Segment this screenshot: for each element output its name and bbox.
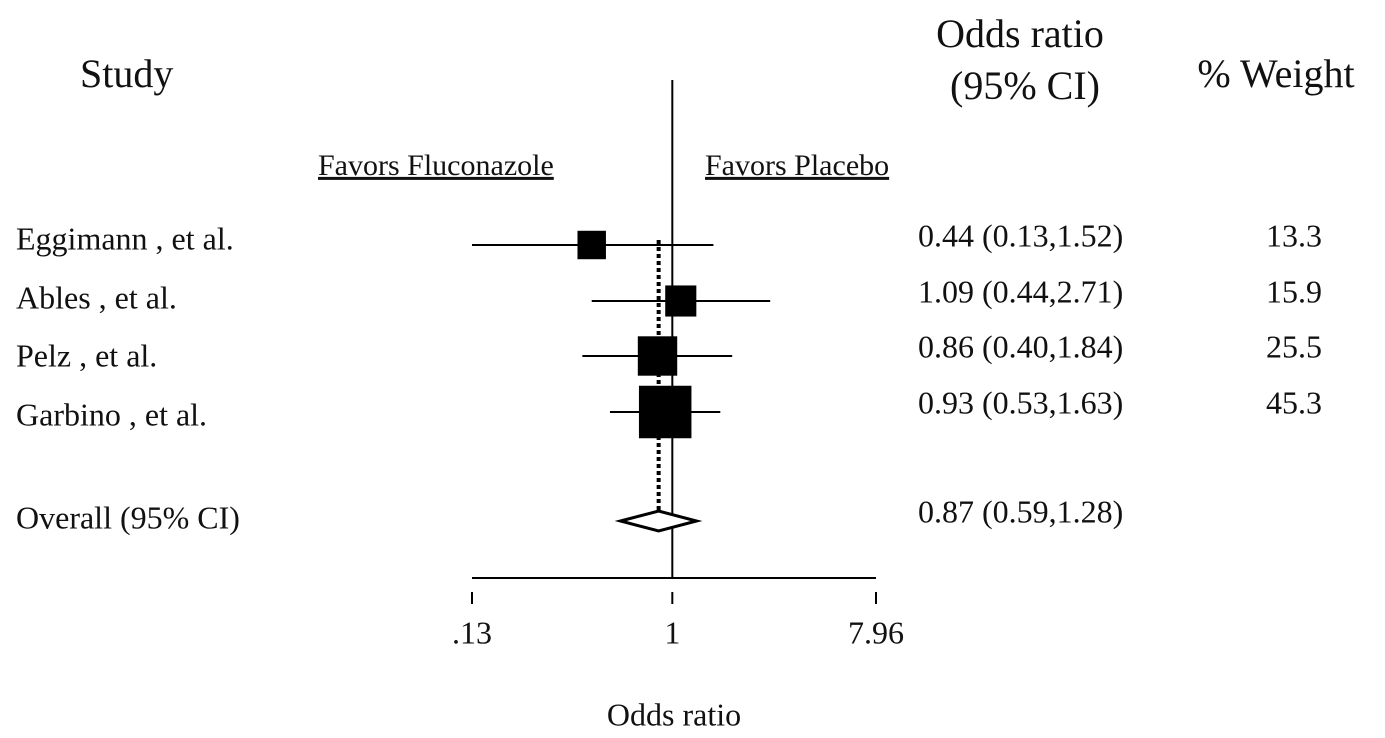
estimate-square: [577, 230, 606, 260]
estimate-square: [665, 285, 697, 317]
x-tick-label: 1: [664, 614, 680, 650]
overall-diamond: [614, 509, 703, 533]
ci-label: 0.44 (0.13,1.52): [918, 217, 1123, 253]
weight-label: 45.3: [1266, 384, 1322, 420]
study-label: Garbino , et al.: [16, 396, 207, 432]
estimate-square: [638, 385, 692, 439]
favors-right: Favors Placebo: [705, 149, 889, 182]
overall-ci-label: 0.87 (0.59,1.28): [918, 493, 1123, 529]
study-label: Pelz , et al.: [16, 337, 157, 373]
ci-label: 0.86 (0.40,1.84): [918, 328, 1123, 364]
study-header: Study: [80, 51, 173, 96]
weight-label: 13.3: [1266, 217, 1322, 253]
weight-header: % Weight: [1197, 51, 1354, 96]
weight-label: 25.5: [1266, 328, 1322, 364]
overall-label: Overall (95% CI): [16, 499, 240, 535]
weight-label: 15.9: [1266, 273, 1322, 309]
ci-label: 1.09 (0.44,2.71): [918, 273, 1123, 309]
ci-header: Odds ratio: [936, 11, 1104, 56]
x-axis-label: Odds ratio: [607, 696, 741, 732]
favors-left: Favors Fluconazole: [318, 149, 554, 182]
study-label: Eggimann , et al.: [16, 220, 234, 256]
x-tick-label: .13: [452, 614, 492, 650]
ci-label: 0.93 (0.53,1.63): [918, 384, 1123, 420]
ci-header: (95% CI): [950, 63, 1100, 108]
x-tick-label: 7.96: [848, 614, 904, 650]
study-label: Ables , et al.: [16, 279, 177, 315]
estimate-square: [637, 336, 678, 376]
